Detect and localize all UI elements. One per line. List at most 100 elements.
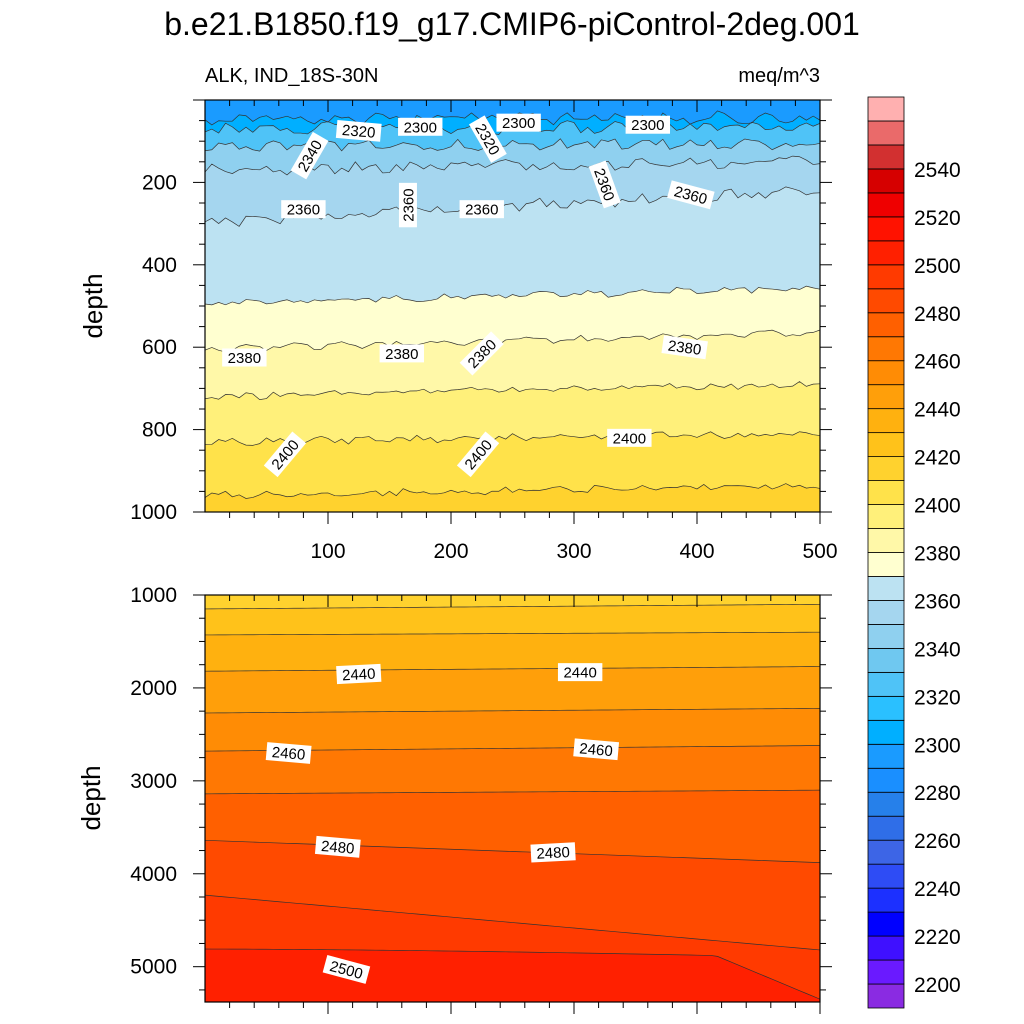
y-tick-label: 600	[142, 336, 177, 359]
colorbar-swatch	[867, 815, 905, 841]
lower-plot-frame	[204, 594, 821, 1003]
colorbar-swatch	[867, 911, 905, 937]
colorbar-tick-label: 2200	[914, 974, 961, 997]
contour-label-text: 2440	[342, 666, 376, 685]
y-tick-label: 400	[142, 254, 177, 277]
contour-label-text: 2380	[385, 346, 418, 363]
contour-line	[205, 708, 820, 714]
contour-band	[205, 603, 820, 636]
contour-line	[205, 839, 820, 863]
y-tick-label: 4000	[130, 863, 177, 886]
colorbar-tick-label: 2460	[914, 351, 961, 374]
colorbar-tick-label: 2340	[914, 638, 961, 661]
colorbar-tick-label: 2440	[914, 399, 961, 422]
contour-label-text: 2460	[271, 744, 306, 764]
contour-label-text: 2300	[631, 117, 664, 134]
lower-y-axis: 1000 2000 3000 4000 5000	[130, 584, 832, 991]
contour-label: 2360	[281, 200, 326, 219]
colorbar-swatch	[867, 528, 905, 553]
colorbar-swatch	[867, 600, 905, 625]
contour-line	[205, 894, 820, 951]
y-tick-label: 1000	[130, 501, 177, 524]
contour-label-text: 2380	[228, 350, 261, 367]
contour-line	[205, 948, 820, 1000]
contour-band	[205, 631, 820, 672]
x-tick-label: 300	[556, 540, 591, 563]
x-tick-label: 400	[679, 540, 714, 563]
y-tick-label: 200	[142, 171, 177, 194]
contour-label-text: 2300	[502, 115, 535, 132]
contour-line	[205, 285, 820, 306]
contour-label: 2480	[530, 842, 576, 863]
colorbar-swatch	[867, 288, 905, 314]
colorbar-tick-label: 2500	[914, 255, 961, 278]
figure-title: b.e21.B1850.f19_g17.CMIP6-piControl-2deg…	[164, 6, 860, 42]
contour-label: 2380	[222, 348, 267, 367]
contour-line	[205, 631, 820, 636]
colorbar-swatch	[867, 456, 905, 481]
colorbar-tick-label: 2240	[914, 878, 961, 901]
colorbar-tick-label: 2480	[914, 303, 961, 326]
upper-y-axis: 200 400 600 800 1000	[130, 99, 832, 524]
contour-label: 2320	[335, 119, 382, 142]
colorbar-swatch	[867, 576, 905, 601]
colorbar-swatch	[867, 863, 905, 889]
colorbar-tick-label: 2280	[914, 782, 961, 805]
contour-line	[205, 329, 820, 353]
colorbar-swatch	[867, 336, 905, 362]
colorbar-swatch	[867, 743, 905, 769]
contour-label: 2300	[398, 117, 443, 136]
lower-contour-fills	[205, 595, 820, 1002]
colorbar-swatch	[867, 264, 905, 290]
contour-label: 2300	[625, 115, 670, 134]
x-tick-label: 200	[433, 540, 468, 563]
contour-line	[205, 789, 820, 795]
contour-label-text: 2360	[400, 188, 417, 221]
colorbar-tick-label: 2300	[914, 734, 961, 757]
colorbar-tick-label: 2420	[914, 447, 961, 470]
contour-label-text: 2360	[465, 202, 498, 219]
contour-label-text: 2480	[536, 844, 570, 863]
contour-line	[205, 381, 820, 400]
colorbar-swatch	[867, 839, 905, 865]
colorbar-tick-label: 2380	[914, 543, 961, 566]
contour-label-text: 2320	[341, 122, 376, 142]
colorbar-swatch	[867, 480, 905, 505]
lower-x-axis	[229, 595, 821, 1014]
contour-label-text: 2480	[320, 838, 355, 858]
upper-y-axis-label: depth	[78, 273, 108, 338]
colorbar-tick-label: 2360	[914, 590, 961, 613]
colorbar-swatch	[867, 120, 905, 146]
colorbar-tick-label: 2220	[914, 926, 961, 949]
contour-label-text: 2460	[579, 740, 614, 760]
colorbar-tick-label: 2520	[914, 207, 961, 230]
upper-x-axis: 100 200 300 400 500	[229, 100, 838, 563]
y-tick-label: 1000	[130, 584, 177, 607]
upper-contour-lines	[205, 110, 820, 499]
contour-label: 2360	[398, 182, 417, 228]
colorbar-swatch	[867, 647, 905, 673]
contour-label-text: 2400	[613, 430, 646, 447]
colorbar-swatch	[867, 935, 905, 961]
contour-label: 2380	[661, 335, 708, 360]
colorbar-swatch	[867, 240, 905, 266]
colorbar-tick-label: 2400	[914, 495, 961, 518]
contour-label: 2440	[336, 663, 382, 685]
colorbar-swatch	[867, 216, 905, 242]
colorbar-swatch	[867, 432, 905, 458]
contour-line	[205, 431, 820, 446]
colorbar-swatch	[867, 360, 905, 386]
colorbar-swatch	[867, 671, 905, 697]
contour-label-text: 2380	[667, 337, 702, 358]
contour-line	[205, 483, 820, 499]
y-tick-label: 3000	[130, 770, 177, 793]
lower-y-axis-label: depth	[76, 765, 106, 830]
colorbar-swatch	[867, 192, 905, 218]
units-label: meq/m^3	[738, 65, 820, 87]
contour-band	[205, 666, 820, 714]
colorbar-swatch	[867, 144, 905, 170]
contour-label: 2480	[314, 835, 361, 858]
contour-label: 2460	[265, 742, 312, 764]
colorbar: 2200 2220 2240 2260 2280 2300 2320 2340 2360 2380…	[867, 96, 961, 1009]
x-tick-label: 500	[802, 540, 837, 563]
